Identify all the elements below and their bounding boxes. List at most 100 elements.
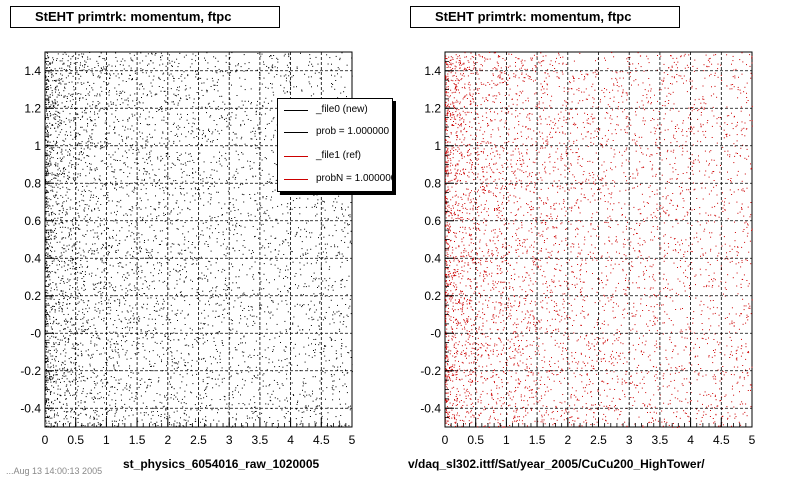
- scatter-point: [335, 55, 337, 57]
- scatter-point: [65, 194, 67, 196]
- scatter-point: [85, 408, 86, 410]
- scatter-point: [46, 109, 48, 111]
- scatter-point: [169, 177, 171, 179]
- scatter-point: [201, 137, 203, 139]
- scatter-point: [227, 312, 228, 314]
- scatter-point: [173, 163, 175, 165]
- scatter-point: [117, 298, 119, 300]
- scatter-point: [45, 317, 47, 319]
- scatter-point: [241, 167, 243, 169]
- scatter-point: [179, 278, 181, 280]
- scatter-point: [196, 263, 198, 265]
- scatter-point: [158, 78, 160, 79]
- scatter-point: [70, 73, 72, 74]
- scatter-point: [164, 413, 166, 415]
- scatter-point: [251, 266, 253, 268]
- scatter-point: [333, 389, 335, 391]
- scatter-point: [260, 308, 262, 310]
- scatter-point: [86, 224, 88, 226]
- scatter-point: [176, 280, 178, 282]
- scatter-point: [166, 360, 168, 362]
- scatter-point: [80, 425, 82, 426]
- scatter-point: [45, 170, 47, 172]
- scatter-point: [46, 174, 47, 176]
- scatter-point: [99, 102, 101, 104]
- scatter-point: [307, 252, 309, 254]
- scatter-point: [94, 383, 96, 384]
- scatter-point: [45, 192, 47, 194]
- scatter-point: [216, 81, 218, 83]
- scatter-point: [252, 176, 254, 178]
- scatter-point: [52, 114, 54, 116]
- scatter-point: [48, 101, 50, 103]
- scatter-point: [168, 288, 170, 290]
- scatter-point: [259, 326, 261, 327]
- scatter-point: [55, 272, 57, 274]
- scatter-point: [156, 421, 158, 423]
- scatter-point: [173, 357, 175, 359]
- scatter-point: [250, 357, 252, 358]
- scatter-point: [219, 118, 221, 119]
- scatter-point: [78, 74, 80, 75]
- scatter-point: [272, 403, 274, 405]
- scatter-point: [75, 125, 77, 127]
- scatter-point: [192, 53, 194, 55]
- scatter-point: [59, 302, 61, 304]
- scatter-point: [257, 354, 259, 356]
- scatter-point: [235, 65, 237, 67]
- scatter-point: [344, 383, 346, 385]
- scatter-point: [122, 140, 124, 142]
- scatter-point: [51, 213, 52, 215]
- scatter-point: [162, 132, 164, 134]
- scatter-point: [345, 346, 347, 348]
- scatter-point: [93, 381, 95, 382]
- scatter-point: [110, 246, 112, 248]
- scatter-point: [272, 176, 274, 177]
- scatter-point: [267, 87, 269, 89]
- scatter-point: [205, 241, 207, 242]
- scatter-point: [201, 230, 203, 232]
- scatter-point: [165, 138, 167, 140]
- scatter-point: [50, 238, 52, 240]
- scatter-point: [93, 418, 95, 420]
- scatter-point: [286, 77, 287, 79]
- scatter-point: [94, 209, 96, 211]
- scatter-point: [343, 91, 345, 93]
- scatter-point: [210, 199, 212, 201]
- scatter-point: [119, 301, 121, 303]
- scatter-point: [92, 399, 94, 400]
- scatter-point: [89, 172, 90, 174]
- scatter-point: [62, 63, 64, 65]
- scatter-point: [114, 349, 116, 351]
- scatter-point: [93, 416, 95, 418]
- scatter-point: [75, 268, 77, 270]
- scatter-point: [131, 327, 133, 329]
- scatter-point: [217, 333, 219, 335]
- scatter-point: [76, 144, 78, 146]
- scatter-point: [87, 319, 89, 321]
- scatter-point: [45, 110, 47, 112]
- scatter-point: [159, 262, 161, 264]
- scatter-point: [197, 73, 199, 75]
- scatter-point: [271, 87, 273, 89]
- scatter-point: [56, 59, 57, 61]
- scatter-point: [129, 289, 131, 291]
- scatter-point: [150, 71, 152, 73]
- scatter-point: [144, 276, 146, 278]
- scatter-point: [324, 258, 326, 260]
- scatter-point: [122, 90, 124, 92]
- scatter-point: [184, 239, 186, 241]
- scatter-point: [56, 101, 58, 103]
- scatter-point: [45, 293, 47, 295]
- scatter-point: [72, 371, 74, 373]
- scatter-point: [315, 399, 317, 401]
- scatter-point: [58, 322, 60, 324]
- scatter-point: [110, 163, 112, 165]
- scatter-point: [45, 152, 46, 154]
- scatter-point: [231, 426, 233, 428]
- scatter-point: [180, 97, 181, 99]
- scatter-point: [102, 185, 104, 187]
- scatter-point: [97, 375, 99, 377]
- scatter-point: [74, 290, 76, 292]
- scatter-point: [45, 131, 47, 133]
